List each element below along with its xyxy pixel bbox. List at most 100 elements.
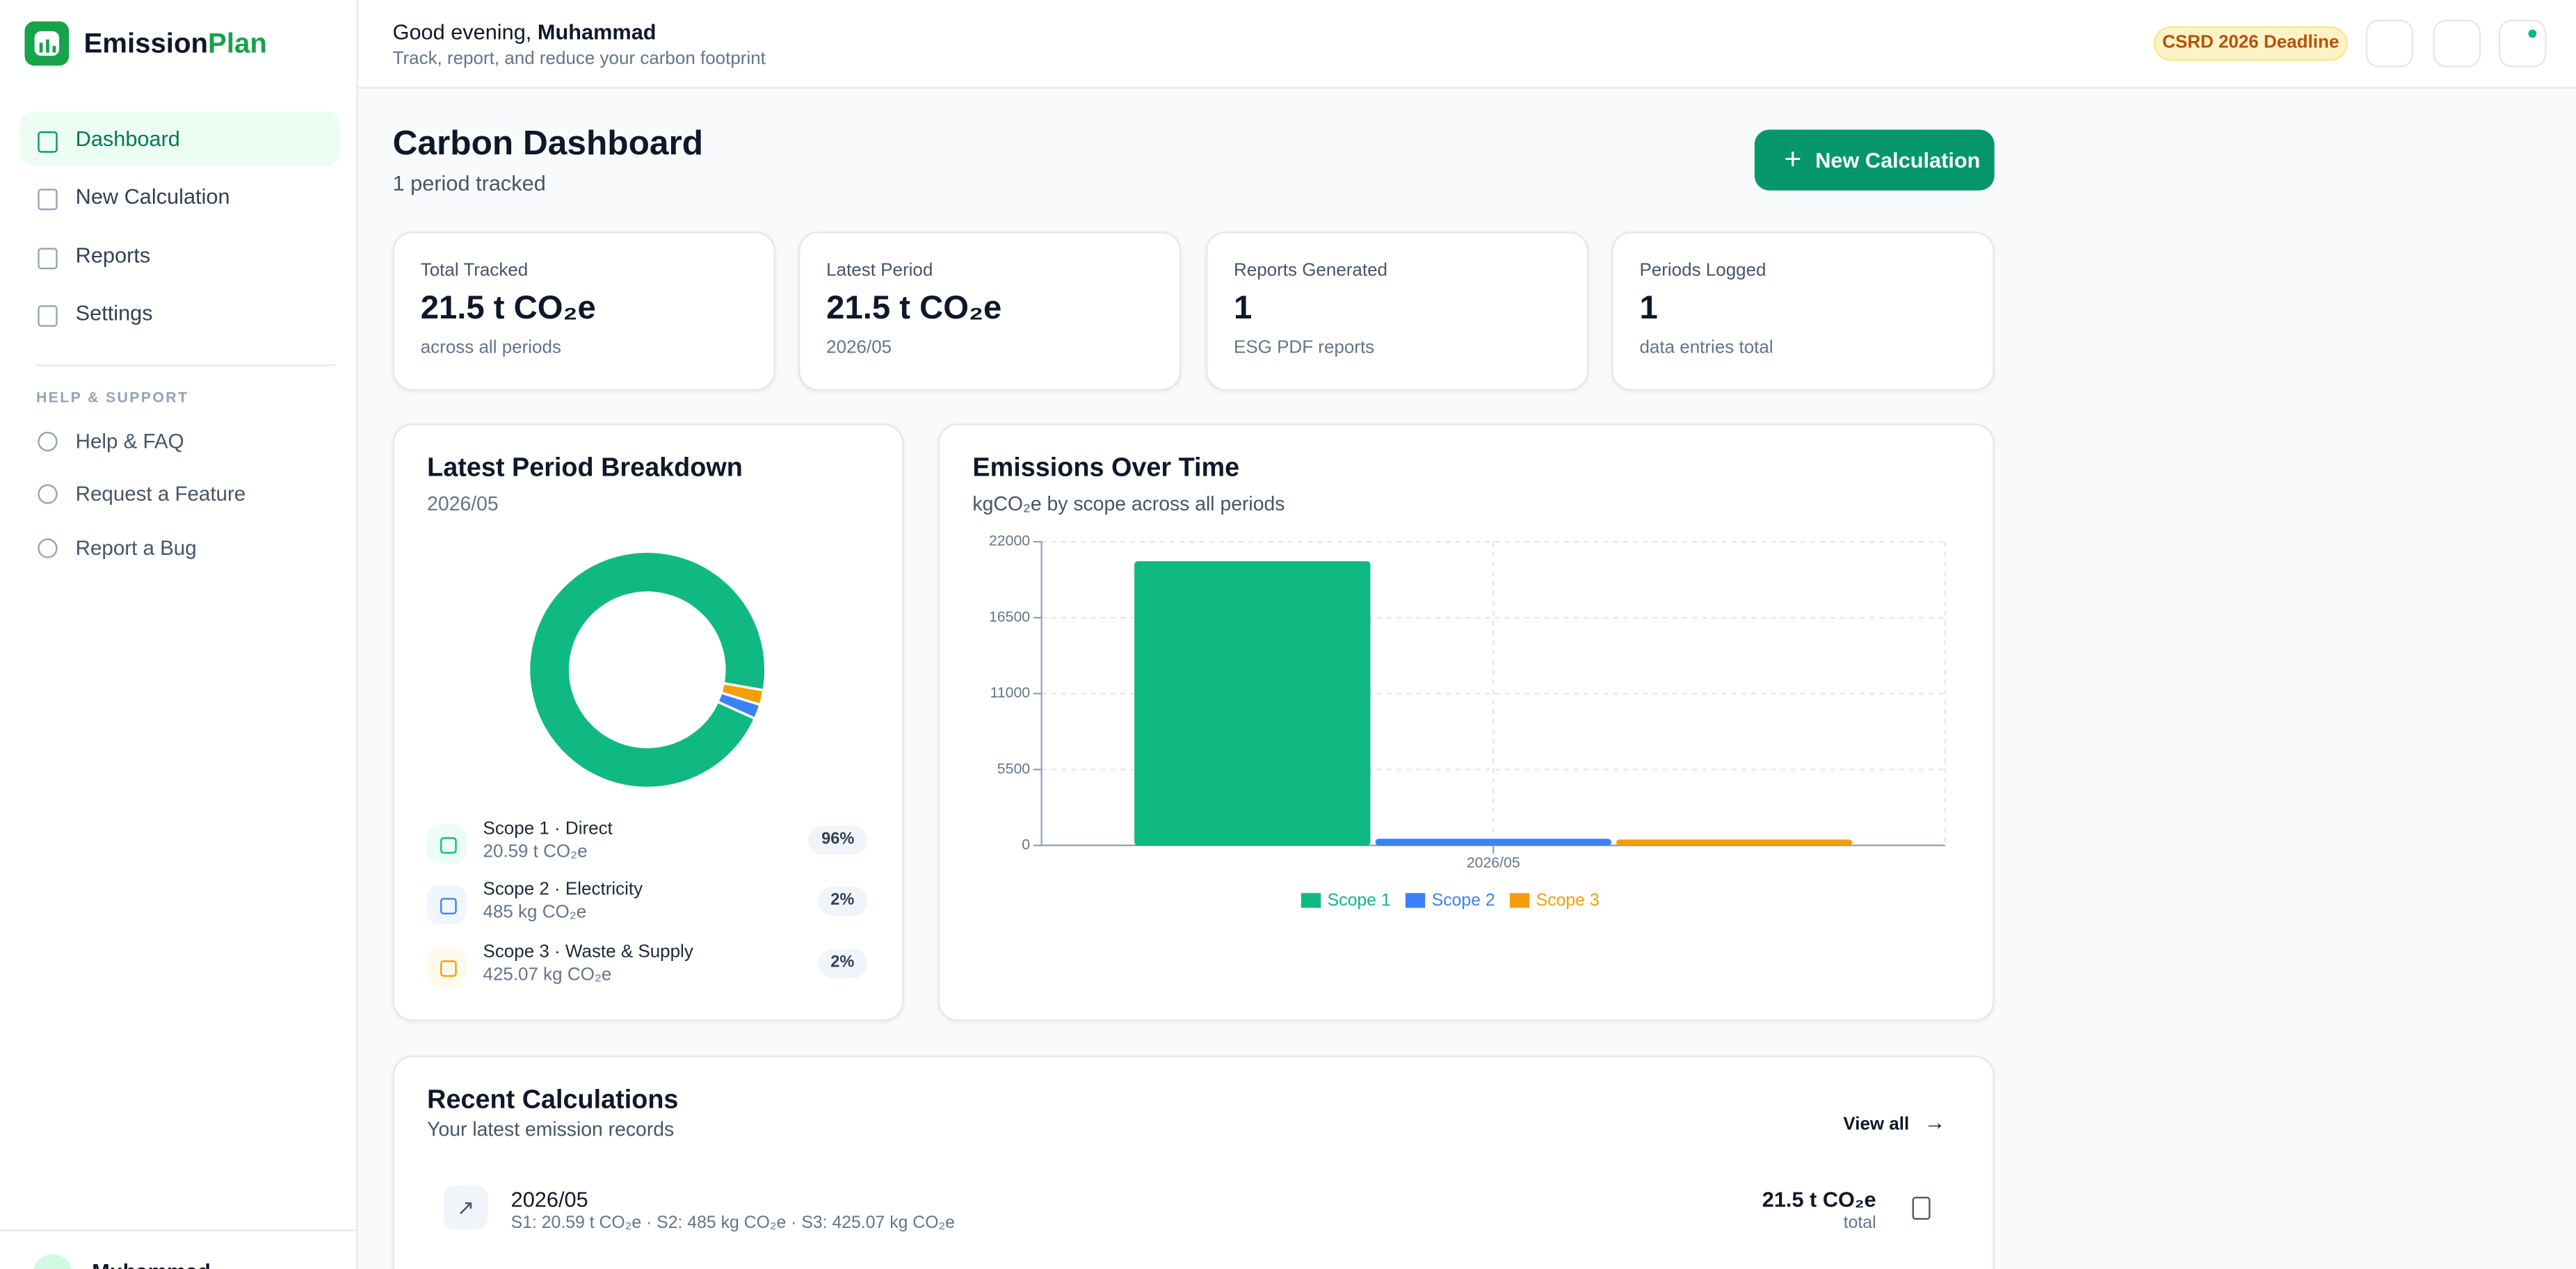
- stat-value: 1: [1234, 290, 1253, 327]
- card-subtitle: Your latest emission records: [427, 1117, 675, 1141]
- scope-icon: [427, 884, 467, 925]
- deadline-badge[interactable]: CSRD 2026 Deadline: [2153, 26, 2348, 61]
- legend-swatch: [1301, 893, 1321, 908]
- nav-item[interactable]: Dashboard: [75, 126, 180, 152]
- greeting: Good evening, Muhammad: [393, 19, 657, 44]
- stat-value: 21.5 t CO₂e: [420, 290, 596, 327]
- legend-label: Scope 2: [1432, 891, 1495, 910]
- nav-icon: [38, 131, 58, 153]
- y-tick-label: 22000: [989, 533, 1030, 549]
- support-icon: [38, 484, 58, 504]
- legend-swatch: [1509, 893, 1530, 908]
- row-detail: S1: 20.59 t CO₂e · S2: 485 kg CO₂e · S3:…: [510, 1213, 955, 1234]
- chart-title: Emissions Over Time: [972, 454, 1240, 483]
- page-subtitle: 1 period tracked: [392, 170, 546, 195]
- button-label: New Calculation: [1815, 147, 1981, 172]
- legend-label: Scope 1: [1328, 891, 1391, 910]
- scope-name: Scope 3 · Waste & Supply: [483, 942, 693, 962]
- bar: [1134, 561, 1371, 846]
- header-subtitle: Track, report, and reduce your carbon fo…: [392, 49, 766, 70]
- icon-button[interactable]: [2433, 19, 2481, 67]
- recent-card: [392, 1056, 1995, 1269]
- y-tick-label: 5500: [997, 760, 1030, 777]
- section-title: HELP & SUPPORT: [35, 389, 189, 406]
- user-name: Muhammad: [92, 1259, 211, 1269]
- stat-note: data entries total: [1639, 338, 1773, 358]
- notification-dot: [2528, 29, 2537, 38]
- stat-card: [1611, 231, 1995, 391]
- card-title: Latest Period Breakdown: [427, 454, 743, 483]
- support-item[interactable]: Request a Feature: [75, 483, 246, 506]
- bar: [1616, 839, 1853, 846]
- row-period: 2026/05: [510, 1186, 588, 1212]
- scope-share: 2%: [817, 948, 868, 979]
- stat-label: Periods Logged: [1639, 261, 1766, 281]
- greeting-text: Good evening,: [392, 19, 532, 45]
- card-subtitle: 2026/05: [427, 492, 499, 516]
- active-nav-bg: [19, 111, 340, 166]
- y-tick-label: 16500: [989, 608, 1030, 625]
- logo: [24, 21, 70, 66]
- divider: [35, 364, 335, 366]
- scope-icon: [427, 824, 467, 864]
- stat-label: Latest Period: [826, 261, 933, 281]
- avatar: [33, 1254, 72, 1269]
- icon-button[interactable]: [2365, 19, 2414, 67]
- scope-icon: [427, 947, 467, 987]
- scope-icon-glyph: [440, 837, 457, 854]
- breakdown-card: [392, 423, 904, 1021]
- view-all-label: View all: [1843, 1115, 1910, 1135]
- support-icon: [38, 431, 58, 452]
- page-title: Carbon Dashboard: [392, 124, 704, 163]
- view-all-link[interactable]: View all →: [1843, 1109, 1946, 1135]
- new-calculation-button[interactable]: + New Calculation: [1754, 129, 1995, 191]
- scope-icon-glyph: [440, 898, 457, 915]
- nav-icon: [38, 248, 58, 270]
- report-icon[interactable]: [1912, 1197, 1931, 1220]
- x-tick-label: 2026/05: [1467, 854, 1520, 871]
- donut-segment: [527, 550, 767, 790]
- y-tick-label: 0: [1022, 836, 1030, 852]
- stat-note: ESG PDF reports: [1234, 338, 1375, 358]
- scope-icon-glyph: [440, 960, 457, 977]
- stat-value: 21.5 t CO₂e: [826, 290, 1002, 327]
- legend-swatch: [1405, 893, 1426, 908]
- y-tick-label: 11000: [990, 684, 1031, 701]
- stat-label: Reports Generated: [1234, 261, 1388, 281]
- nav-item[interactable]: Reports: [75, 243, 151, 268]
- user-greeting-name: Muhammad: [537, 19, 657, 45]
- stat-card: [798, 231, 1182, 391]
- brand: EmissionPlan: [83, 28, 266, 60]
- support-item[interactable]: Help & FAQ: [75, 430, 184, 453]
- legend-label: Scope 3: [1536, 891, 1600, 910]
- row-icon: ↗: [443, 1185, 488, 1230]
- sidebar: [0, 0, 358, 1269]
- brand-name: Emission: [83, 28, 209, 59]
- card-title: Recent Calculations: [427, 1086, 679, 1115]
- emissions-card: [937, 423, 1995, 1021]
- icon-button[interactable]: [2498, 19, 2547, 67]
- logo-icon: [34, 31, 60, 56]
- brand-accent: Plan: [208, 28, 267, 59]
- support-icon: [38, 538, 58, 558]
- stat-card: [1205, 231, 1589, 391]
- stat-value: 1: [1639, 290, 1658, 327]
- stat-note: 2026/05: [826, 338, 892, 358]
- row-total-note: total: [1843, 1213, 1876, 1234]
- scope-share: 2%: [817, 886, 868, 916]
- stat-card: [392, 231, 775, 391]
- support-item[interactable]: Report a Bug: [75, 537, 197, 560]
- scope-name: Scope 1 · Direct: [483, 819, 613, 839]
- bar: [1375, 839, 1611, 846]
- donut-segment: [719, 681, 766, 706]
- nav-item[interactable]: New Calculation: [75, 184, 230, 209]
- scope-name: Scope 2 · Electricity: [483, 880, 643, 900]
- scope-share: 96%: [808, 825, 868, 856]
- stat-label: Total Tracked: [420, 261, 529, 281]
- nav-icon: [38, 188, 58, 211]
- nav-item[interactable]: Settings: [75, 300, 153, 325]
- chart-subtitle: kgCO₂e by scope across all periods: [972, 492, 1285, 516]
